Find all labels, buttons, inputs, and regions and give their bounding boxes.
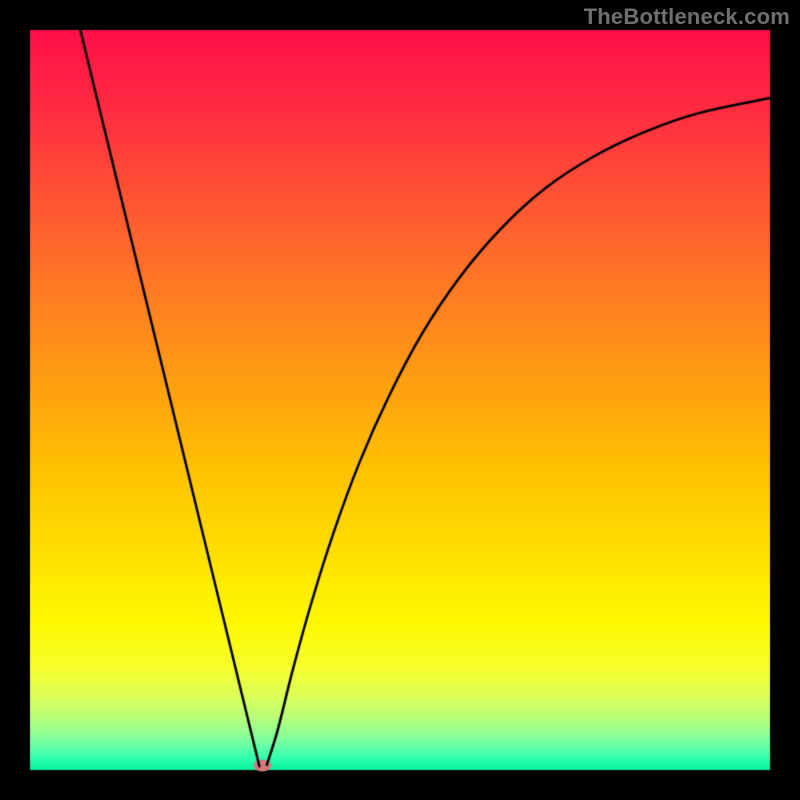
watermark-label: TheBottleneck.com (584, 4, 790, 30)
chart-container: TheBottleneck.com (0, 0, 800, 800)
bottleneck-chart (0, 0, 800, 800)
